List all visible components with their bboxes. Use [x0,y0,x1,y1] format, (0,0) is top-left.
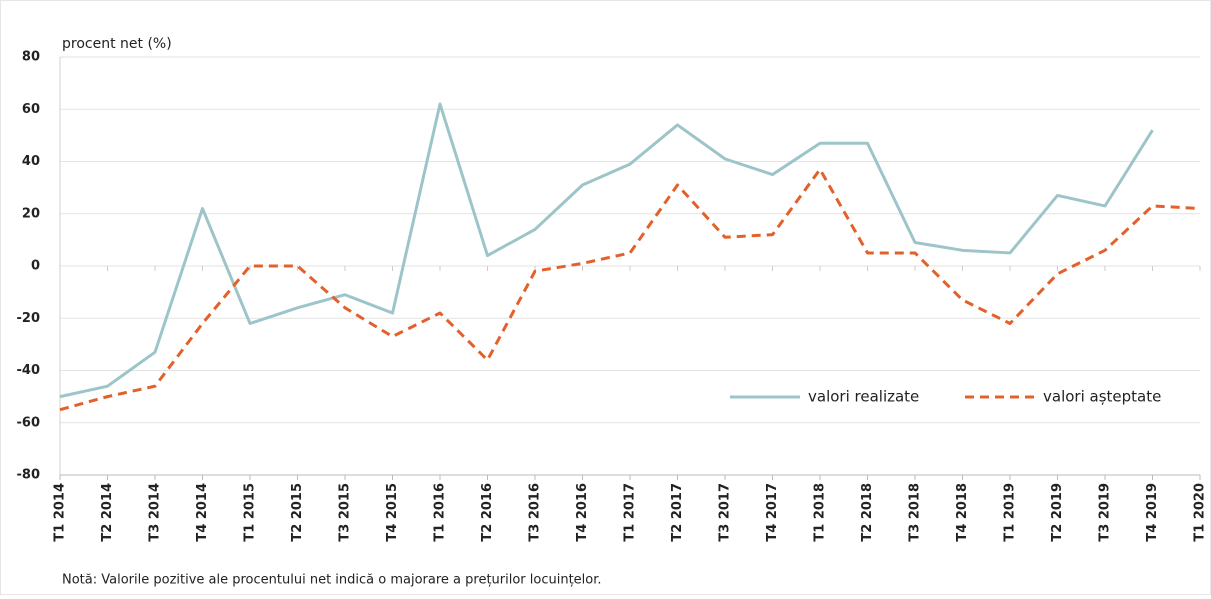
x-tick-label: T4 2016 [575,483,590,542]
x-tick-label: T1 2017 [623,483,638,542]
x-tick-label: T4 2015 [385,483,400,542]
y-tick-label: 0 [31,259,40,274]
legend-label: valori așteptate [1043,388,1161,406]
legend-label: valori realizate [808,388,919,406]
x-tick-label: T2 2016 [480,483,495,542]
note: Notă: Valorile pozitive ale procentului … [62,573,602,588]
x-tick-label: T1 2020 [1193,483,1208,542]
x-tick-label: T3 2014 [148,483,163,542]
series-line [59,167,1201,412]
x-tick-label: T1 2014 [53,483,68,542]
y-tick-label: 60 [22,102,40,117]
y-tick-label: 80 [22,50,40,65]
x-tick-label: T3 2017 [718,483,733,542]
x-tick-label: T3 2016 [528,483,543,542]
y-tick-label: -40 [17,363,41,378]
x-tick-label: T3 2019 [1098,483,1113,542]
x-tick-label: T4 2019 [1145,483,1160,542]
x-tick-label: T1 2019 [1003,483,1018,542]
x-tick-label: T1 2015 [243,483,258,542]
x-tick-label: T2 2017 [670,483,685,542]
x-tick-label: T3 2018 [908,483,923,542]
x-tick-label: T4 2014 [195,483,210,542]
y-tick-label: -20 [17,311,41,326]
y-tick-label: -80 [17,468,41,483]
x-tick-label: T3 2015 [338,483,353,542]
x-tick-label: T1 2016 [433,483,448,542]
y-axis-label: procent net (%) [62,36,172,52]
x-tick-label: T2 2014 [100,483,115,542]
x-tick-label: T1 2018 [813,483,828,542]
y-tick-label: 20 [22,206,40,221]
series-line [59,102,1154,399]
y-tick-label: -60 [17,415,41,430]
x-tick-label: T2 2015 [290,483,305,542]
x-tick-label: T4 2018 [955,483,970,542]
x-tick-label: T4 2017 [765,483,780,542]
x-tick-label: T2 2018 [860,483,875,542]
y-tick-label: 40 [22,154,40,169]
x-tick-label: T2 2019 [1050,483,1065,542]
